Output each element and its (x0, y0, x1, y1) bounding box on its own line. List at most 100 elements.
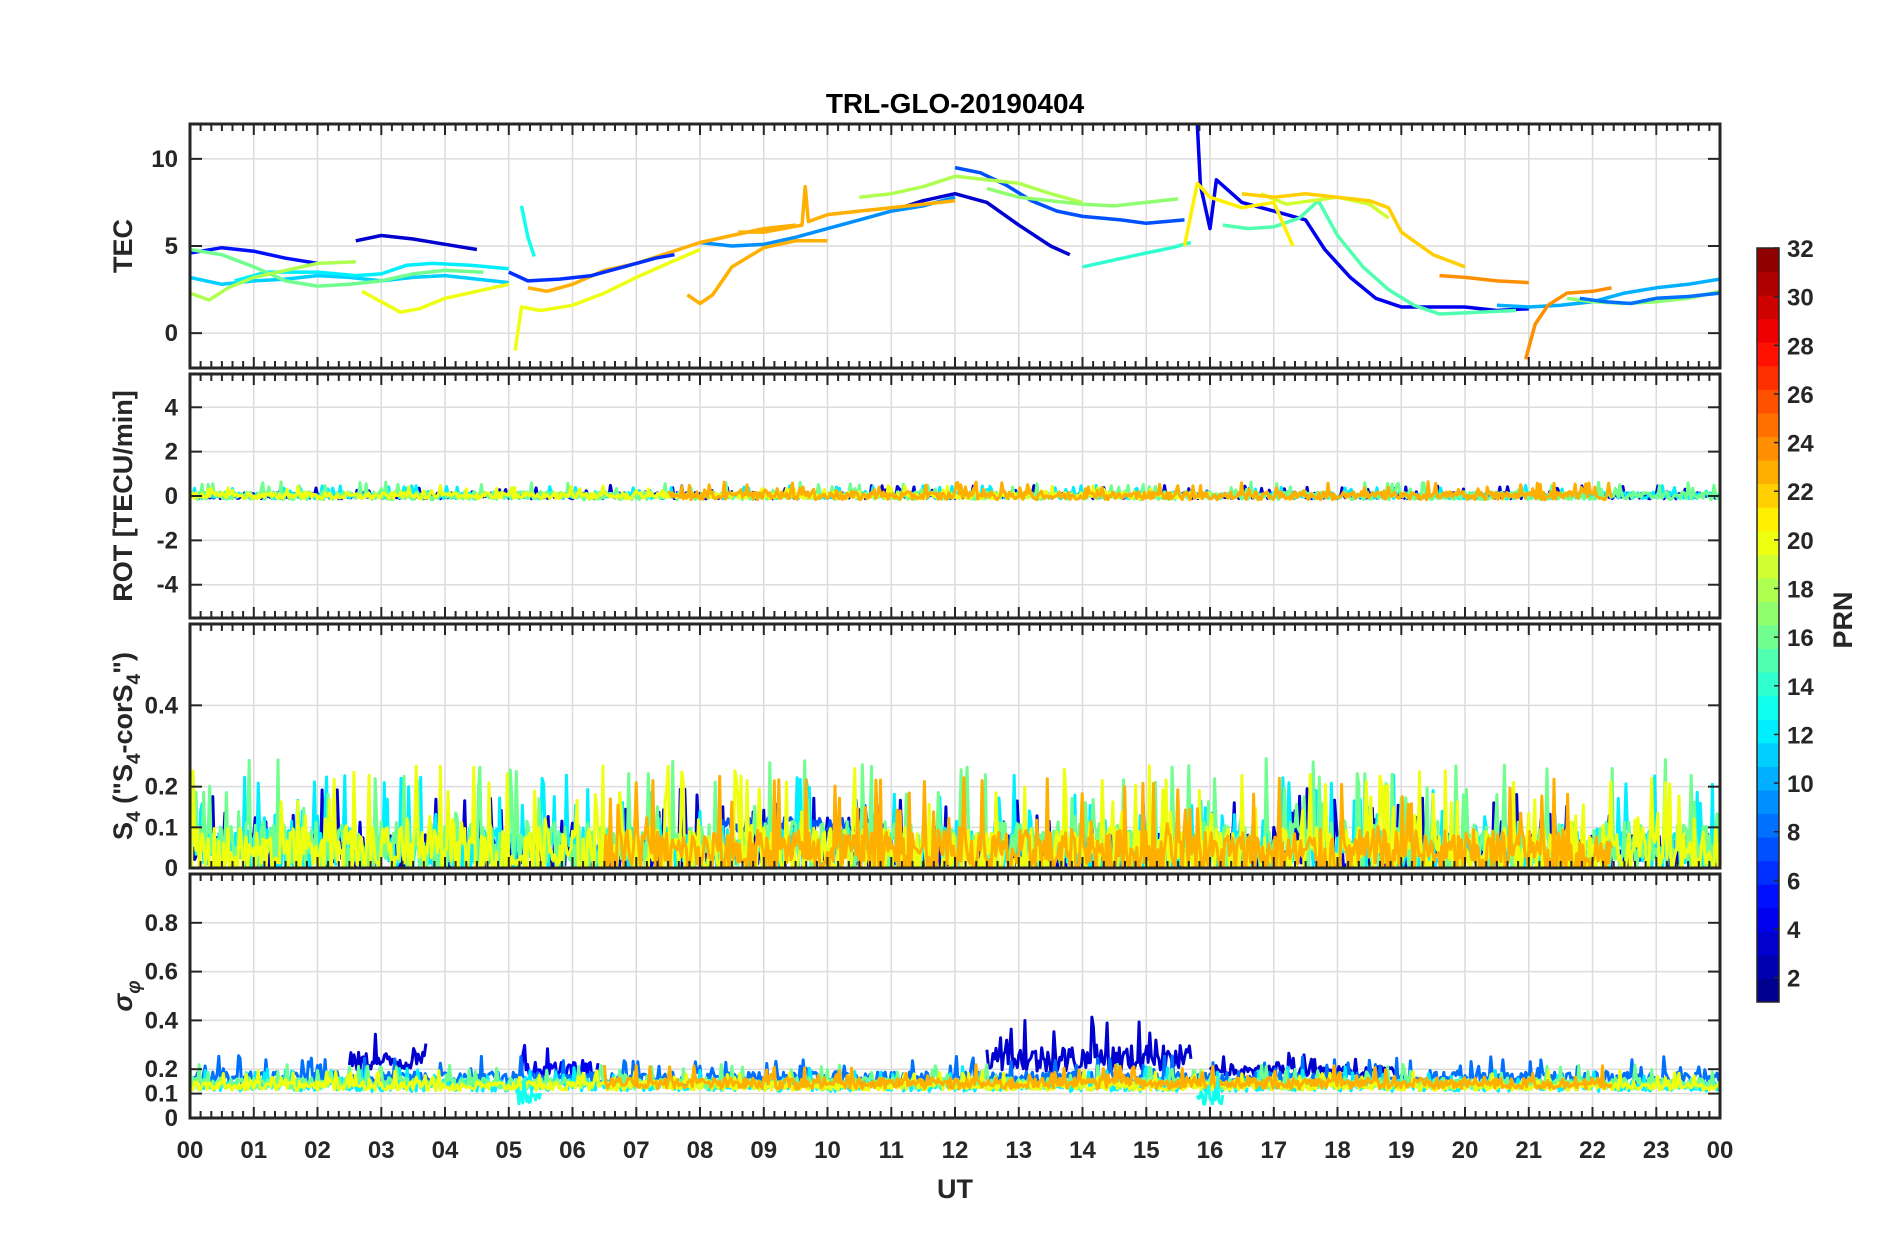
colorbar-swatch (1757, 648, 1779, 673)
y-tick-label: 5 (165, 233, 178, 260)
colorbar-swatch (1757, 342, 1779, 367)
panel-1: 0 5 10 TEC (108, 122, 1722, 370)
series-line-prn-9 (699, 195, 956, 248)
colorbar-tick-label: 4 (1787, 917, 1801, 944)
y-tick-label: 0 (165, 1105, 178, 1132)
colorbar-label: PRN (1828, 591, 1858, 648)
colorbar-swatch (1757, 837, 1779, 862)
colorbar-swatch (1757, 295, 1779, 320)
series-line-prn-18 (859, 174, 1083, 205)
x-tick-label: 04 (432, 1137, 459, 1164)
colorbar-tick-label: 24 (1787, 431, 1814, 458)
y-tick-label: 0.2 (145, 774, 178, 801)
colorbar-tick-label: 8 (1787, 820, 1800, 847)
colorbar-swatch (1757, 954, 1779, 979)
series-line-prn-18 (190, 259, 356, 302)
x-tick-label: 10 (814, 1137, 841, 1164)
series-noise-prn-3 (347, 1032, 428, 1072)
series-line-prn-24 (1523, 286, 1612, 360)
y-tick-label: 0.8 (145, 910, 178, 937)
x-tick-label: 14 (1069, 1137, 1096, 1164)
colorbar-tick-label: 18 (1787, 577, 1814, 604)
y-tick-label: 0 (165, 320, 178, 347)
x-tick-labels: 00 01 02 03 04 05 06 07 08 09 10 11 12 13 14 15 16 17 18 19… (177, 1137, 1734, 1164)
series-noise-prn-8 (190, 1054, 1720, 1087)
colorbar-swatch (1757, 507, 1779, 532)
series-line-prn-10 (1496, 277, 1720, 309)
colorbar-swatch (1757, 860, 1779, 885)
x-tick-label: 00 (177, 1137, 204, 1164)
x-tick-label: 01 (240, 1137, 267, 1164)
y-tick-label: 0.6 (145, 959, 178, 986)
x-tick-label: 16 (1197, 1137, 1224, 1164)
series-line-prn-23 (738, 184, 956, 234)
series-noise-prn-13 (514, 1079, 543, 1106)
series-line-prn-16 (190, 247, 484, 288)
colorbar-swatch (1757, 248, 1779, 273)
colorbar-swatch (1757, 554, 1779, 579)
panel-data (190, 124, 1720, 360)
series-noise-prn-3 (985, 1015, 1193, 1074)
colorbar-swatch (1757, 271, 1779, 296)
x-tick-label: 00 (1707, 1137, 1734, 1164)
colorbar-swatch (1757, 695, 1779, 720)
colorbar-swatch (1757, 412, 1779, 437)
panel-data (190, 480, 1720, 502)
colorbar-swatch (1757, 318, 1779, 343)
panel-2: -4 -2 0 2 4 ROT [TECU/min] (108, 372, 1722, 620)
y-tick-label: 0.2 (145, 1056, 178, 1083)
colorbar-tick-label: 14 (1787, 674, 1814, 701)
colorbar-tick-label: 6 (1787, 868, 1800, 895)
series-line-prn-5 (190, 245, 318, 266)
x-tick-label: 17 (1260, 1137, 1287, 1164)
series-line-prn-17 (986, 186, 1179, 208)
colorbar-swatch (1757, 460, 1779, 485)
y-tick-label: -4 (157, 572, 179, 599)
y-tick-label: 0.4 (145, 692, 179, 719)
y-tick-label: 0.1 (145, 814, 178, 841)
colorbar-swatch (1757, 907, 1779, 932)
x-tick-label: 08 (687, 1137, 714, 1164)
x-tick-label: 09 (750, 1137, 777, 1164)
x-tick-label: 06 (559, 1137, 586, 1164)
colorbar-swatch (1757, 483, 1779, 508)
y-tick-label: 2 (165, 439, 178, 466)
series-line-prn-3 (355, 233, 478, 252)
series-line-prn-6 (508, 252, 675, 283)
series-noise-prn-23 (667, 480, 1614, 502)
x-tick-label: 15 (1133, 1137, 1160, 1164)
panel-data (190, 1015, 1720, 1106)
colorbar-tick-label: 16 (1787, 625, 1814, 652)
series-line-prn-23 (686, 239, 828, 306)
series-noise-prn-4 (520, 1043, 600, 1080)
panel-3: 0 0.1 0.2 0.4S4​ ("S4​-corS4​") (108, 622, 1722, 882)
colorbar-swatch (1757, 766, 1779, 791)
x-tick-label: 23 (1643, 1137, 1670, 1164)
x-tick-label: 02 (304, 1137, 331, 1164)
colorbar-swatch (1757, 625, 1779, 650)
x-tick-label: 13 (1005, 1137, 1032, 1164)
colorbar-tick-label: 20 (1787, 528, 1814, 555)
colorbar-tick-label: 2 (1787, 966, 1800, 993)
x-tick-label: 22 (1579, 1137, 1606, 1164)
x-tick-label: 11 (879, 1137, 904, 1164)
colorbar-swatch (1757, 365, 1779, 390)
series-line-prn-4 (1195, 124, 1529, 313)
colorbar-frame (1756, 247, 1780, 1003)
series-noise-prn-20 (190, 1069, 1720, 1092)
series-line-prn-8 (1579, 291, 1720, 306)
chart-title: TRL-GLO-20190404 (826, 88, 1085, 119)
colorbar-swatch (1757, 577, 1779, 602)
colorbar-tick-label: 28 (1787, 333, 1814, 360)
series-noise-prn-23 (602, 1063, 1613, 1091)
y-axis-label-panel-2: ROT [TECU/min] (108, 390, 138, 601)
series-line-prn-21 (1182, 181, 1295, 247)
grid-lines (190, 124, 1720, 368)
colorbar-swatch (1757, 601, 1779, 626)
y-tick-label: -2 (157, 527, 178, 554)
x-tick-label: 05 (495, 1137, 522, 1164)
series-noise-prn-13 (1195, 1077, 1225, 1106)
colorbar-swatch (1757, 436, 1779, 461)
